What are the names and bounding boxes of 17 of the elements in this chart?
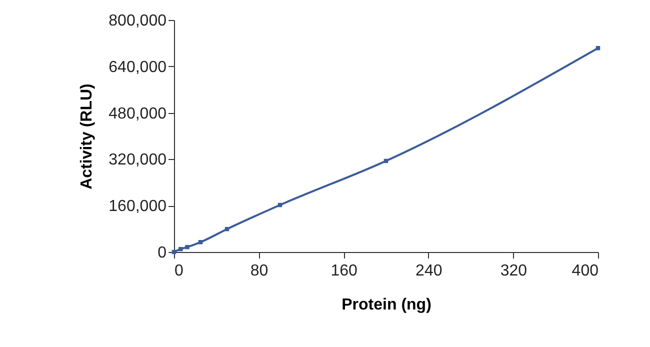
y-tick-label: 800,000 xyxy=(108,12,167,30)
point xyxy=(596,46,600,50)
point xyxy=(198,240,203,244)
y-tick-label: 320,000 xyxy=(108,152,167,169)
y-axis-title: Activity (RLU) xyxy=(78,84,96,190)
x-tick-label: 80 xyxy=(250,262,268,280)
y-tick-label: 0 xyxy=(158,244,167,262)
x-axis-title: Protein (ng) xyxy=(342,296,432,314)
x-tick-label: 0 xyxy=(174,262,184,280)
y-tick-label: 160,000 xyxy=(108,198,167,216)
x-tick-label: 320 xyxy=(500,262,528,280)
x-tick-label: 160 xyxy=(330,262,358,280)
x-tick-label: 240 xyxy=(416,262,442,280)
y-tick-label: 480,000 xyxy=(108,105,167,122)
x-tick-label: 400 xyxy=(572,262,599,280)
point xyxy=(185,244,190,250)
y-tick-label: 640,000 xyxy=(108,58,167,76)
